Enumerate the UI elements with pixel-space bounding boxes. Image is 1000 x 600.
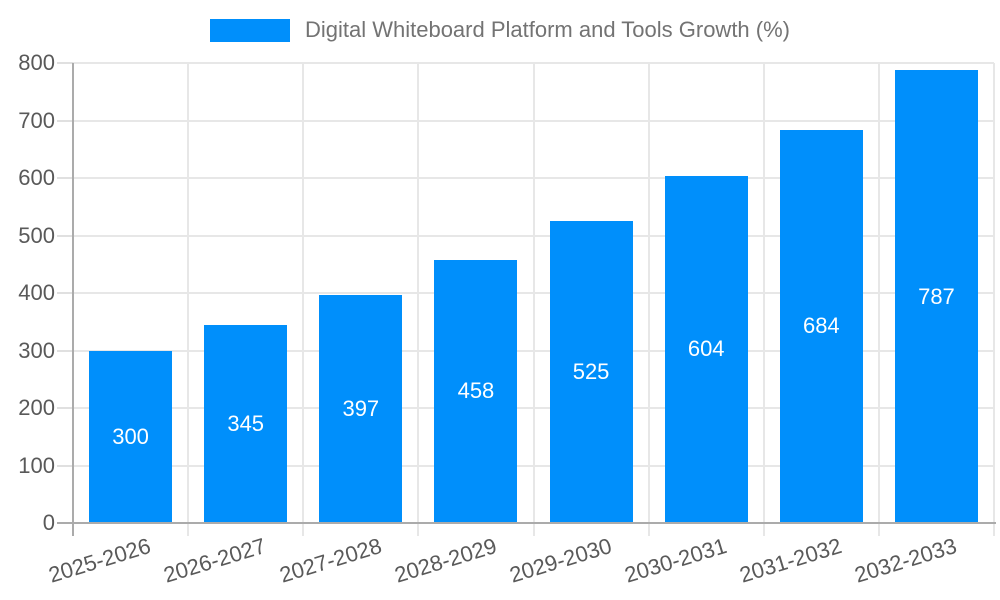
x-axis-tick-label-text: 2025-2026 bbox=[45, 533, 154, 588]
y-axis-line bbox=[72, 63, 74, 536]
y-axis-tick-label: 300 bbox=[18, 337, 55, 363]
x-axis-tick-label-text: 2028-2029 bbox=[391, 533, 500, 588]
x-axis-tick-label-text: 2031-2032 bbox=[736, 533, 845, 588]
gridline-vertical bbox=[532, 63, 535, 536]
y-axis-tick-label: 0 bbox=[42, 510, 55, 535]
x-axis-tick-label-text: 2029-2030 bbox=[506, 533, 615, 588]
y-axis-tick-label: 600 bbox=[18, 165, 55, 190]
bar: 458 bbox=[434, 259, 518, 523]
gridline-vertical bbox=[302, 63, 305, 536]
plot-area: 300 345 397 458 525 604 684 787 bbox=[57, 62, 996, 536]
y-axis-tick bbox=[57, 464, 73, 467]
gridline-vertical bbox=[647, 63, 650, 536]
bar-value-label: 525 bbox=[572, 359, 610, 385]
x-axis-tick-label-text: 2030-2031 bbox=[621, 533, 730, 588]
gridline-vertical bbox=[417, 63, 420, 536]
bar: 525 bbox=[549, 221, 633, 523]
bar-value-label: 604 bbox=[687, 336, 725, 362]
x-axis-line bbox=[57, 522, 996, 524]
y-axis-tick-label: 500 bbox=[18, 222, 55, 248]
bar: 604 bbox=[664, 175, 748, 523]
bar-value-label: 787 bbox=[918, 283, 955, 309]
y-axis-tick-label: 700 bbox=[18, 107, 55, 133]
x-axis-tick-label-text: 2027-2028 bbox=[276, 533, 385, 588]
bar: 300 bbox=[89, 350, 173, 523]
y-axis-tick bbox=[57, 119, 73, 122]
bar-value-label: 300 bbox=[112, 423, 149, 449]
bar-value-label: 345 bbox=[227, 410, 265, 436]
gridline-vertical bbox=[762, 63, 765, 536]
x-axis-tick-label-text: 2026-2027 bbox=[161, 533, 269, 588]
x-axis-tick-label-text: 2032-2033 bbox=[851, 533, 960, 588]
chart-legend[interactable]: Digital Whiteboard Platform and Tools Gr… bbox=[0, 17, 1000, 43]
bar: 684 bbox=[779, 129, 863, 523]
bar-value-label: 397 bbox=[342, 395, 380, 421]
y-axis-tick-label: 100 bbox=[18, 452, 55, 478]
y-axis-tick bbox=[57, 292, 73, 294]
gridline-vertical bbox=[993, 63, 995, 536]
legend-swatch-icon bbox=[209, 18, 290, 42]
y-axis-tick-label: 400 bbox=[18, 280, 55, 305]
y-axis-tick-label: 200 bbox=[18, 395, 55, 420]
bar: 787 bbox=[894, 70, 978, 523]
y-axis-tick bbox=[57, 62, 73, 64]
gridline-vertical bbox=[187, 63, 190, 536]
bar: 345 bbox=[204, 324, 288, 523]
y-axis-tick bbox=[57, 177, 73, 179]
y-axis-tick-label: 800 bbox=[18, 50, 55, 75]
bar-value-label: 458 bbox=[457, 378, 495, 404]
legend-label: Digital Whiteboard Platform and Tools Gr… bbox=[304, 17, 790, 42]
y-axis-tick bbox=[57, 407, 73, 409]
bar-value-label: 684 bbox=[802, 313, 840, 339]
bar: 397 bbox=[319, 294, 403, 523]
gridline-vertical bbox=[877, 63, 880, 536]
y-axis-tick bbox=[57, 349, 73, 352]
y-axis-tick bbox=[57, 234, 73, 237]
